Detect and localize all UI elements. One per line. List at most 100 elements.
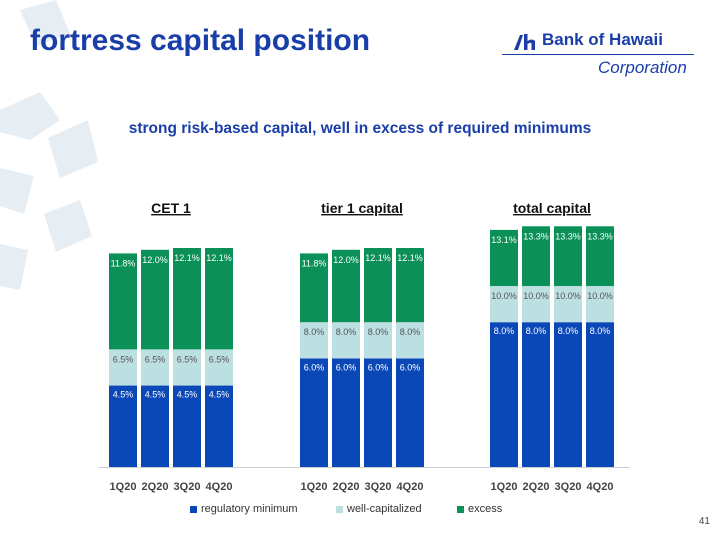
x-tick-label-total-capital-4q20: 4Q20 <box>587 481 614 493</box>
data-label-tier-1-capital-2q20-regulatory-minimum: 6.0% <box>336 362 357 372</box>
bar-cet-1-1q20-regulatory-minimum <box>109 385 137 467</box>
data-label-total-capital-2q20-well-capitalized: 10.0% <box>523 291 549 301</box>
data-label-cet-1-3q20-total: 12.1% <box>174 253 200 263</box>
data-label-total-capital-4q20-regulatory-minimum: 8.0% <box>590 326 611 336</box>
data-label-tier-1-capital-4q20-total: 12.1% <box>397 253 423 263</box>
legend-label-regulatory-minimum: regulatory minimum <box>201 503 298 515</box>
x-tick-label-cet-1-3q20: 3Q20 <box>174 481 201 493</box>
data-label-total-capital-2q20-regulatory-minimum: 8.0% <box>526 326 547 336</box>
group-title-tier-1-capital: tier 1 capital <box>321 200 403 216</box>
bar-tier-1-capital-1q20-well-capitalized <box>300 322 328 359</box>
bar-tier-1-capital-2q20-excess <box>332 249 360 323</box>
background-decoration <box>0 0 98 290</box>
bar-total-capital-3q20-excess <box>554 226 582 286</box>
data-label-cet-1-4q20-regulatory-minimum: 4.5% <box>209 390 230 400</box>
data-label-tier-1-capital-2q20-total: 12.0% <box>333 255 359 265</box>
capital-ratio-chart: CET 1 4.5% 6.5% 11.8% 1Q20 4.5% 6.5% 12.0% 2Q20 4… <box>99 200 630 493</box>
bar-cet-1-2q20-well-capitalized <box>141 349 169 386</box>
bar-tier-1-capital-2q20-regulatory-minimum <box>332 358 360 467</box>
logo-divider <box>502 54 694 55</box>
company-logo: Bank of Hawaii Corporation <box>492 28 698 80</box>
legend-label-well-capitalized: well-capitalized <box>347 503 422 515</box>
data-label-total-capital-4q20-total: 13.3% <box>587 231 613 241</box>
bar-tier-1-capital-3q20-well-capitalized <box>364 322 392 359</box>
data-label-total-capital-3q20-total: 13.3% <box>555 231 581 241</box>
legend-item-excess: excess <box>457 503 502 515</box>
bar-total-capital-1q20-well-capitalized <box>490 286 518 323</box>
data-label-cet-1-1q20-total: 11.8% <box>111 258 136 268</box>
legend-swatch-regulatory-minimum <box>190 505 197 513</box>
bar-tier-1-capital-4q20-regulatory-minimum <box>396 358 424 467</box>
legend-swatch-well-capitalized <box>336 505 343 513</box>
data-label-cet-1-3q20-regulatory-minimum: 4.5% <box>177 390 198 400</box>
bar-tier-1-capital-1q20-excess <box>300 253 328 323</box>
data-label-total-capital-3q20-regulatory-minimum: 8.0% <box>558 326 579 336</box>
data-label-cet-1-2q20-well-capitalized: 6.5% <box>145 354 166 364</box>
bar-total-capital-3q20-well-capitalized <box>554 286 582 323</box>
bar-total-capital-4q20-regulatory-minimum <box>586 322 614 467</box>
x-tick-label-cet-1-4q20: 4Q20 <box>206 481 233 493</box>
data-label-tier-1-capital-4q20-regulatory-minimum: 6.0% <box>400 362 421 372</box>
data-label-total-capital-1q20-total: 13.1% <box>491 235 517 245</box>
bar-cet-1-2q20-excess <box>141 249 169 350</box>
data-label-tier-1-capital-4q20-well-capitalized: 8.0% <box>400 327 421 337</box>
data-label-cet-1-4q20-well-capitalized: 6.5% <box>209 354 230 364</box>
bar-total-capital-2q20-regulatory-minimum <box>522 322 550 467</box>
data-label-tier-1-capital-1q20-total: 11.8% <box>302 258 327 268</box>
bank-of-hawaii-logo-mark-icon <box>514 34 535 50</box>
bar-tier-1-capital-3q20-regulatory-minimum <box>364 358 392 467</box>
group-title-cet-1: CET 1 <box>151 200 191 216</box>
x-tick-label-tier-1-capital-4q20: 4Q20 <box>397 481 424 493</box>
bar-total-capital-1q20-excess <box>490 229 518 286</box>
data-label-total-capital-3q20-well-capitalized: 10.0% <box>555 291 581 301</box>
data-label-cet-1-2q20-regulatory-minimum: 4.5% <box>145 390 166 400</box>
logo-bank-name: Bank of Hawaii <box>542 30 663 49</box>
x-tick-label-total-capital-2q20: 2Q20 <box>523 481 550 493</box>
data-label-tier-1-capital-3q20-total: 12.1% <box>365 253 391 263</box>
x-tick-label-total-capital-1q20: 1Q20 <box>491 481 518 493</box>
bar-cet-1-4q20-excess <box>205 247 233 350</box>
bar-tier-1-capital-2q20-well-capitalized <box>332 322 360 359</box>
legend-item-regulatory-minimum: regulatory minimum <box>190 503 298 515</box>
bar-total-capital-2q20-excess <box>522 226 550 286</box>
bar-tier-1-capital-4q20-excess <box>396 247 424 323</box>
bar-total-capital-1q20-regulatory-minimum <box>490 322 518 467</box>
data-label-tier-1-capital-3q20-well-capitalized: 8.0% <box>368 327 389 337</box>
x-tick-label-total-capital-3q20: 3Q20 <box>555 481 582 493</box>
data-label-cet-1-2q20-total: 12.0% <box>142 255 168 265</box>
data-label-total-capital-1q20-regulatory-minimum: 8.0% <box>494 326 515 336</box>
x-tick-label-tier-1-capital-3q20: 3Q20 <box>365 481 392 493</box>
bar-tier-1-capital-3q20-excess <box>364 247 392 323</box>
bar-cet-1-3q20-regulatory-minimum <box>173 385 201 467</box>
data-label-total-capital-4q20-well-capitalized: 10.0% <box>587 291 613 301</box>
bar-cet-1-2q20-regulatory-minimum <box>141 385 169 467</box>
bar-cet-1-1q20-well-capitalized <box>109 349 137 386</box>
bar-total-capital-2q20-well-capitalized <box>522 286 550 323</box>
data-label-cet-1-3q20-well-capitalized: 6.5% <box>177 354 198 364</box>
legend-label-excess: excess <box>468 503 503 515</box>
bar-cet-1-3q20-excess <box>173 247 201 350</box>
page-title: fortress capital position <box>30 24 371 57</box>
bar-tier-1-capital-1q20-regulatory-minimum <box>300 358 328 467</box>
bar-total-capital-4q20-well-capitalized <box>586 286 614 323</box>
x-tick-label-cet-1-2q20: 2Q20 <box>142 481 169 493</box>
logo-corporation: Corporation <box>598 58 687 77</box>
legend-swatch-excess <box>457 505 464 513</box>
page-number: 41 <box>698 516 710 527</box>
data-label-cet-1-1q20-regulatory-minimum: 4.5% <box>113 390 134 400</box>
data-label-total-capital-2q20-total: 13.3% <box>523 231 549 241</box>
page-subtitle: strong risk-based capital, well in exces… <box>128 120 592 137</box>
data-label-total-capital-1q20-well-capitalized: 10.0% <box>491 291 517 301</box>
bar-total-capital-3q20-regulatory-minimum <box>554 322 582 467</box>
x-tick-label-tier-1-capital-1q20: 1Q20 <box>301 481 328 493</box>
bar-tier-1-capital-4q20-well-capitalized <box>396 322 424 359</box>
data-label-tier-1-capital-1q20-well-capitalized: 8.0% <box>304 327 325 337</box>
bar-cet-1-1q20-excess <box>109 253 137 350</box>
bar-total-capital-4q20-excess <box>586 226 614 286</box>
x-tick-label-tier-1-capital-2q20: 2Q20 <box>333 481 360 493</box>
bar-cet-1-4q20-well-capitalized <box>205 349 233 386</box>
data-label-tier-1-capital-1q20-regulatory-minimum: 6.0% <box>304 362 325 372</box>
data-label-cet-1-1q20-well-capitalized: 6.5% <box>113 354 134 364</box>
data-label-tier-1-capital-3q20-regulatory-minimum: 6.0% <box>368 362 389 372</box>
bar-cet-1-4q20-regulatory-minimum <box>205 385 233 467</box>
